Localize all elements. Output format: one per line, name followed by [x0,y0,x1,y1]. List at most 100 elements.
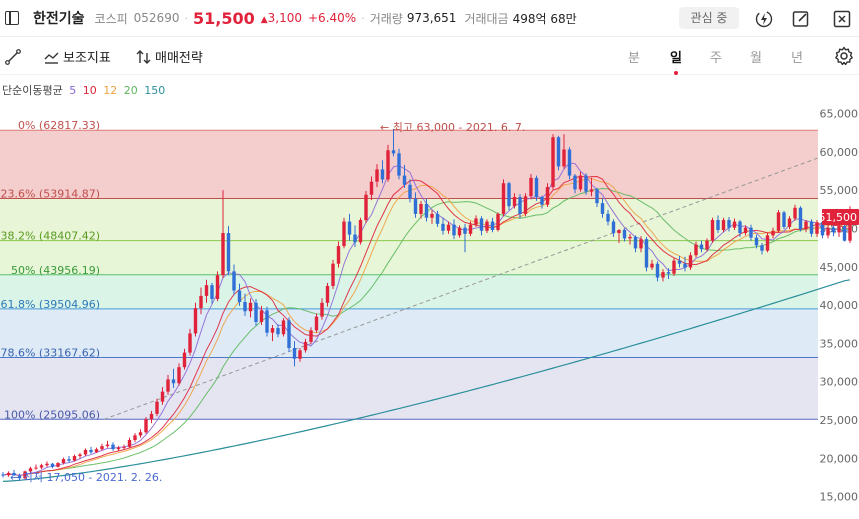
fib-band [0,357,818,420]
separator-dot: · [361,11,365,25]
candle-body [798,207,803,230]
candle-body [650,263,654,268]
candle-body [809,221,814,234]
candle-body [122,446,126,448]
candle-body [45,463,49,466]
ma-10-line [2,175,851,476]
candle-body [193,308,198,334]
edit-icon[interactable] [791,9,811,29]
price-change: ▲3,100 [261,11,302,25]
indicator-button[interactable]: 보조지표 [44,47,111,66]
amount-value: 498억 68만 [512,11,577,26]
candle-body [149,413,154,420]
candle-body [826,227,830,236]
candle-body [628,236,632,239]
trend-line-dashed [103,157,819,420]
candle-body [793,207,797,219]
close-icon[interactable] [832,9,852,29]
period-tab-year[interactable]: 년 [791,51,803,66]
candle-body [259,310,264,322]
ma-period-12: 12 [103,84,118,97]
volume-value: 973,651 [406,11,457,25]
moving-average-legend[interactable]: 단순이동평균 5 10 12 20 150 [2,82,168,98]
candle-body [67,459,71,461]
candle-body [672,260,676,274]
period-tab-week[interactable]: 주 [710,51,722,66]
candle-body [232,271,236,291]
ma-period-10: 10 [82,84,97,97]
strategy-button[interactable]: 매매전략 [136,47,203,66]
candle-body [292,348,297,359]
candle-body [386,150,390,180]
y-tick-label: 60,000 [820,146,859,159]
period-tab-month[interactable]: 월 [750,51,762,66]
candle-body [309,330,313,342]
candle-body [34,467,38,469]
candle-body [408,184,412,199]
candle-body [127,439,132,447]
candle-body [116,447,121,450]
sidebar-toggle-icon[interactable] [5,11,19,25]
candle-body [166,379,170,392]
candle-body [595,189,599,204]
separator-dot: · [184,11,188,25]
candle-body [474,218,478,225]
candle-body [17,475,22,479]
candle-body [188,333,192,353]
strategy-icon [136,49,151,64]
ma-period-5: 5 [69,84,77,97]
price-change-pct: +6.40% [308,11,357,25]
price-change-value: 3,100 [267,11,302,25]
candle-body [105,444,110,447]
candle-body [501,183,506,214]
candle-body [435,213,440,224]
candle-body [776,212,781,231]
candle-body [518,197,522,214]
chart-toolbar: 보조지표 매매전략 분 일 주 월 년 [0,37,859,75]
candle-body [226,233,231,272]
candle-body [397,153,401,176]
y-tick-label: 30,000 [820,376,859,389]
candle-body [446,224,451,231]
candle-body [589,189,594,192]
candle-body [760,245,764,251]
candle-body [281,320,286,335]
period-tab-minute[interactable]: 분 [628,51,640,66]
lightning-icon[interactable] [754,9,774,29]
draw-line-icon[interactable] [5,49,21,65]
candle-body [540,197,544,205]
settings-gear-icon[interactable] [834,46,854,66]
fib-label: 100% (25095.06) [4,408,100,421]
candle-body [331,263,335,286]
y-tick-label: 65,000 [820,108,859,121]
candle-body [743,227,748,234]
candle-body [199,295,203,309]
candle-body [490,221,495,230]
candle-body [699,244,704,250]
candle-body [248,302,253,312]
candle-body [820,222,825,236]
candle-body [270,328,275,333]
candle-body [78,454,82,457]
candle-body [430,213,434,218]
candle-body [749,227,753,238]
candle-body [694,244,698,256]
candle-body [391,150,396,154]
candle-body [221,233,225,276]
candle-body [215,275,220,299]
favorite-button[interactable]: 관심 중 [679,7,739,29]
current-price-tag [822,208,859,225]
candle-body [633,236,638,249]
candle-body [683,263,687,268]
candle-body [556,137,561,167]
period-tab-day[interactable]: 일 [666,47,686,75]
y-tick-label: 15,000 [820,491,859,504]
candle-body [325,285,330,303]
candle-body [600,203,605,214]
candle-body [210,285,214,299]
candle-body [782,212,786,227]
ma-150-line [2,279,851,482]
candle-body [133,435,137,440]
candle-body [842,226,847,241]
